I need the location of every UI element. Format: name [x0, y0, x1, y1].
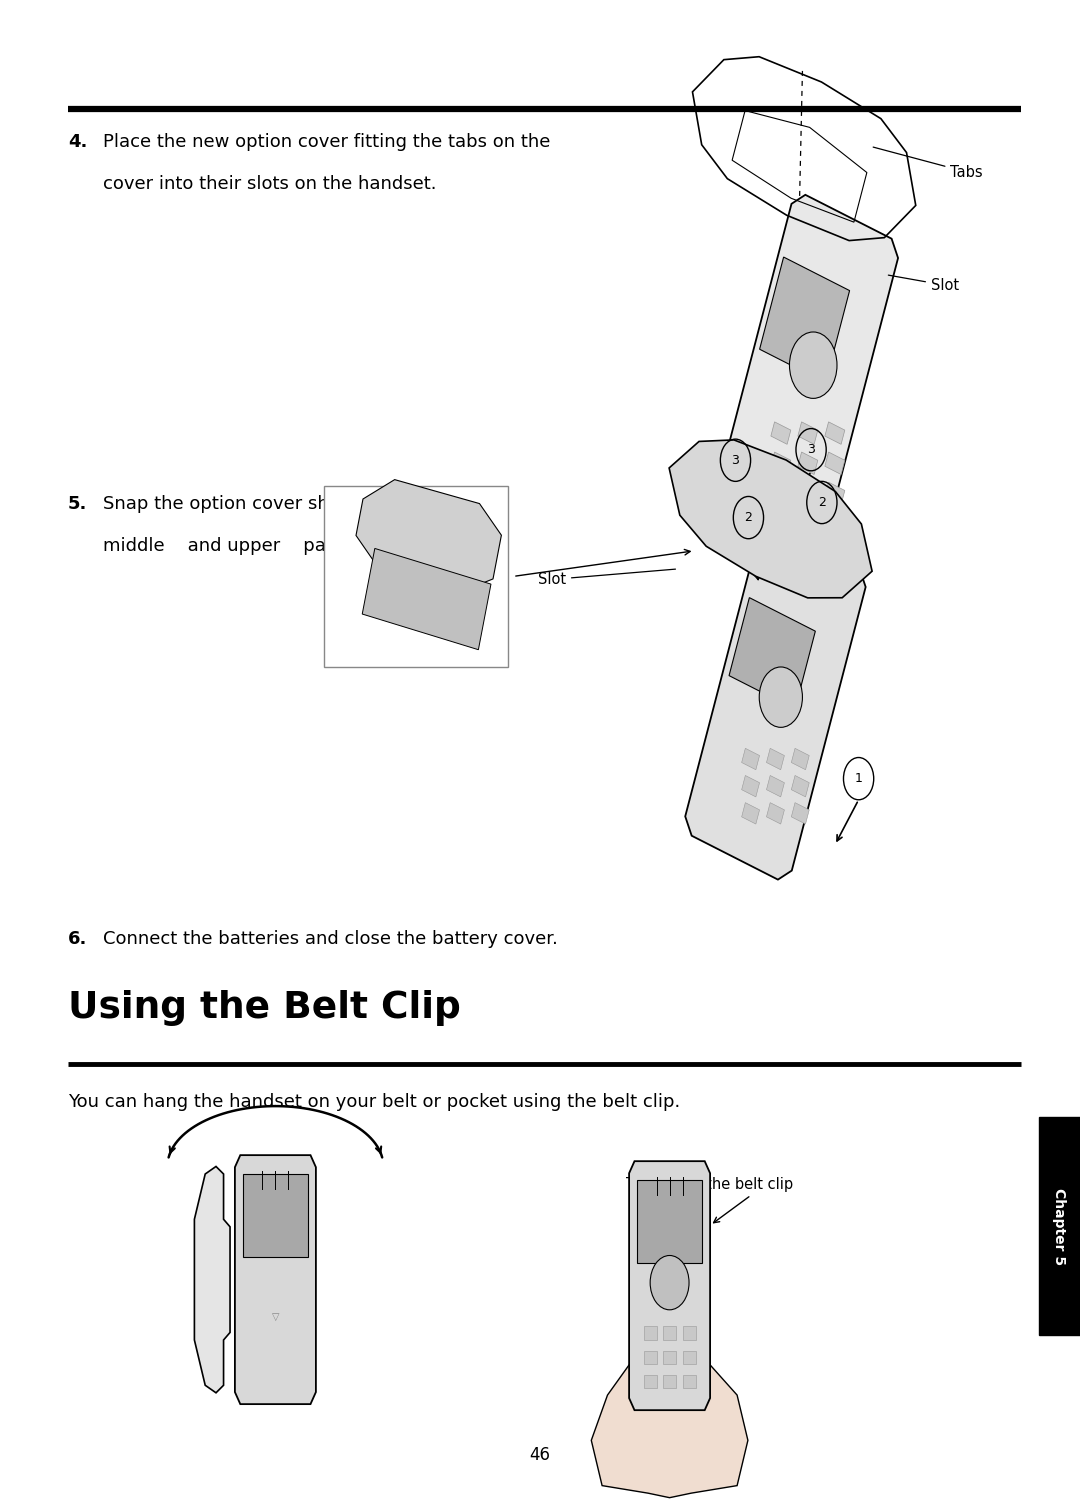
Bar [683, 1351, 696, 1364]
Polygon shape [592, 1366, 747, 1497]
Bar [663, 1375, 676, 1388]
Text: Snap the option cover shut on the lower    ,: Snap the option cover shut on the lower … [103, 495, 495, 513]
Text: Chapter 5: Chapter 5 [1053, 1188, 1066, 1265]
Polygon shape [767, 748, 784, 770]
Text: middle    and upper    parts of the handset.: middle and upper parts of the handset. [103, 537, 491, 555]
Polygon shape [771, 453, 791, 474]
Polygon shape [825, 453, 845, 474]
Bar [644, 1326, 657, 1340]
Bar [663, 1326, 676, 1340]
Polygon shape [825, 423, 845, 444]
Text: Slot: Slot [538, 569, 675, 587]
Bar [683, 1326, 696, 1340]
Text: To remove the belt clip: To remove the belt clip [626, 1177, 794, 1192]
Polygon shape [742, 776, 759, 797]
Text: Using the Belt Clip: Using the Belt Clip [68, 990, 461, 1026]
Polygon shape [771, 483, 791, 504]
Text: ▽: ▽ [272, 1313, 279, 1322]
Circle shape [650, 1255, 689, 1310]
Polygon shape [637, 1180, 702, 1263]
FancyBboxPatch shape [324, 486, 508, 667]
Text: 1: 1 [854, 773, 863, 785]
Circle shape [789, 332, 837, 398]
Polygon shape [798, 483, 818, 504]
Text: Connect the batteries and close the battery cover.: Connect the batteries and close the batt… [103, 930, 557, 948]
Text: You can hang the handset on your belt or pocket using the belt clip.: You can hang the handset on your belt or… [68, 1093, 680, 1111]
Polygon shape [742, 748, 759, 770]
Polygon shape [759, 257, 850, 383]
Polygon shape [767, 803, 784, 824]
Polygon shape [235, 1156, 315, 1403]
Polygon shape [670, 441, 872, 598]
Polygon shape [798, 423, 818, 444]
Bar [663, 1351, 676, 1364]
Polygon shape [717, 195, 899, 551]
Polygon shape [629, 1162, 711, 1409]
FancyBboxPatch shape [1039, 1117, 1080, 1335]
Polygon shape [825, 483, 845, 504]
Text: Slot: Slot [889, 275, 959, 293]
Polygon shape [792, 748, 809, 770]
Polygon shape [767, 776, 784, 797]
Polygon shape [771, 423, 791, 444]
Text: 3: 3 [807, 444, 815, 456]
Polygon shape [798, 453, 818, 474]
Text: 4.: 4. [68, 133, 87, 151]
Polygon shape [685, 524, 866, 880]
Polygon shape [362, 548, 491, 650]
Polygon shape [356, 480, 501, 592]
Polygon shape [825, 513, 845, 534]
Polygon shape [798, 513, 818, 534]
Polygon shape [729, 598, 815, 709]
Text: 2: 2 [818, 496, 826, 509]
Bar [644, 1351, 657, 1364]
Text: 46: 46 [529, 1446, 551, 1464]
Text: 3: 3 [731, 454, 740, 466]
Bar [683, 1375, 696, 1388]
Text: Tabs: Tabs [873, 146, 983, 180]
Text: 5.: 5. [68, 495, 87, 513]
Polygon shape [243, 1174, 308, 1257]
Polygon shape [771, 513, 791, 534]
Polygon shape [792, 776, 809, 797]
Bar [644, 1375, 657, 1388]
Text: 6.: 6. [68, 930, 87, 948]
Text: cover into their slots on the handset.: cover into their slots on the handset. [103, 175, 436, 193]
Polygon shape [742, 803, 759, 824]
Circle shape [759, 667, 802, 727]
Polygon shape [792, 803, 809, 824]
Text: 2: 2 [744, 512, 753, 524]
Polygon shape [194, 1166, 230, 1393]
Text: Place the new option cover fitting the tabs on the: Place the new option cover fitting the t… [103, 133, 550, 151]
